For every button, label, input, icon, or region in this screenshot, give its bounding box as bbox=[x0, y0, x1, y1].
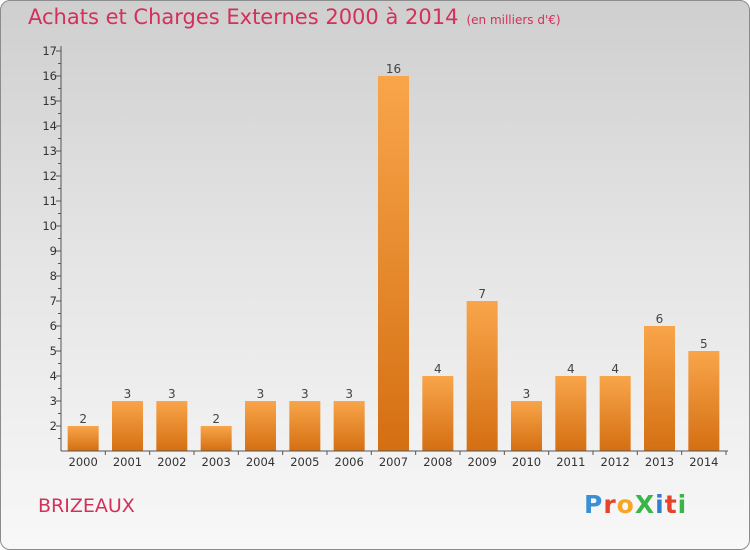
data-label-2000: 2 bbox=[79, 412, 87, 426]
y-tick-label-8: 8 bbox=[50, 269, 57, 283]
y-tick-label-10: 10 bbox=[42, 219, 57, 233]
logo-letter: r bbox=[603, 490, 617, 519]
x-tick-label-2005: 2005 bbox=[290, 455, 319, 469]
x-tick-label-2003: 2003 bbox=[202, 455, 231, 469]
data-label-2007: 16 bbox=[386, 62, 401, 76]
y-tick-label-16: 16 bbox=[42, 69, 57, 83]
x-tick-label-2008: 2008 bbox=[423, 455, 452, 469]
x-tick-label-2010: 2010 bbox=[512, 455, 541, 469]
logo-letter: P bbox=[584, 490, 604, 519]
bar-2009 bbox=[466, 301, 498, 451]
y-tick-label-11: 11 bbox=[42, 194, 57, 208]
x-tick-label-2009: 2009 bbox=[468, 455, 497, 469]
bars-group bbox=[67, 76, 720, 451]
logo-letter: i bbox=[655, 490, 665, 519]
x-tick-label-2013: 2013 bbox=[645, 455, 674, 469]
x-tick-label-2001: 2001 bbox=[113, 455, 142, 469]
bar-2000 bbox=[67, 426, 99, 451]
y-tick-label-9: 9 bbox=[50, 244, 57, 258]
y-tick-label-14: 14 bbox=[42, 119, 57, 133]
x-tick-label-2011: 2011 bbox=[556, 455, 585, 469]
data-label-2011: 4 bbox=[567, 362, 575, 376]
data-label-2008: 4 bbox=[434, 362, 442, 376]
y-tick-label-3: 3 bbox=[50, 394, 57, 408]
logo-letter: t bbox=[664, 490, 678, 519]
y-tick-label-5: 5 bbox=[50, 344, 57, 358]
x-tick-label-2012: 2012 bbox=[601, 455, 630, 469]
data-label-2013: 6 bbox=[656, 312, 664, 326]
data-label-2004: 3 bbox=[257, 387, 265, 401]
axes-group: 2000 2001 2002 2003 2004 2005 2006 2007 2008 2009… bbox=[42, 44, 728, 469]
data-labels-group: 2 3 3 2 3 3 3 16 4 7 3 4 4 6 5 bbox=[79, 62, 707, 426]
bar-2005 bbox=[289, 401, 321, 451]
chart-title: Achats et Charges Externes 2000 à 2014 (e… bbox=[28, 5, 561, 29]
x-tick-label-2007: 2007 bbox=[379, 455, 408, 469]
bar-2002 bbox=[156, 401, 188, 451]
proxiti-logo[interactable]: ProXiti bbox=[584, 490, 687, 519]
data-label-2002: 3 bbox=[168, 387, 176, 401]
data-label-2006: 3 bbox=[345, 387, 353, 401]
commune-name: BRIZEAUX bbox=[38, 495, 135, 517]
x-tick-label-2004: 2004 bbox=[246, 455, 275, 469]
y-tick-label-13: 13 bbox=[42, 144, 57, 158]
bar-2013 bbox=[644, 326, 675, 451]
bar-2007 bbox=[378, 76, 409, 451]
bar-2003 bbox=[200, 426, 232, 451]
bar-2010 bbox=[511, 401, 542, 451]
data-label-2001: 3 bbox=[124, 387, 132, 401]
data-label-2014: 5 bbox=[700, 337, 708, 351]
y-tick-label-7: 7 bbox=[50, 294, 57, 308]
data-label-2010: 3 bbox=[523, 387, 531, 401]
y-tick-label-4: 4 bbox=[50, 369, 57, 383]
bar-2011 bbox=[555, 376, 587, 451]
bar-2006 bbox=[333, 401, 365, 451]
y-tick-label-15: 15 bbox=[42, 94, 57, 108]
bar-2001 bbox=[112, 401, 143, 451]
x-tick-label-2002: 2002 bbox=[157, 455, 186, 469]
x-tick-label-2000: 2000 bbox=[69, 455, 98, 469]
logo-letter: X bbox=[634, 490, 656, 519]
data-label-2012: 4 bbox=[611, 362, 619, 376]
chart-unit: (en milliers d'€) bbox=[466, 13, 561, 27]
y-tick-label-12: 12 bbox=[42, 169, 57, 183]
data-label-2003: 2 bbox=[212, 412, 220, 426]
logo-letter: i bbox=[677, 490, 688, 519]
bar-2008 bbox=[422, 376, 454, 451]
y-tick-label-6: 6 bbox=[50, 319, 57, 333]
logo-letter: o bbox=[616, 490, 635, 519]
chart-title-text: Achats et Charges Externes 2000 à 2014 bbox=[28, 5, 459, 29]
x-tick-label-2006: 2006 bbox=[335, 455, 364, 469]
y-tick-label-17: 17 bbox=[42, 44, 57, 58]
y-tick-label-2: 2 bbox=[50, 419, 57, 433]
data-label-2005: 3 bbox=[301, 387, 309, 401]
bar-2012 bbox=[599, 376, 631, 451]
x-tick-label-2014: 2014 bbox=[689, 455, 718, 469]
bar-2014 bbox=[688, 351, 720, 451]
bar-2004 bbox=[245, 401, 276, 451]
data-label-2009: 7 bbox=[478, 287, 486, 301]
